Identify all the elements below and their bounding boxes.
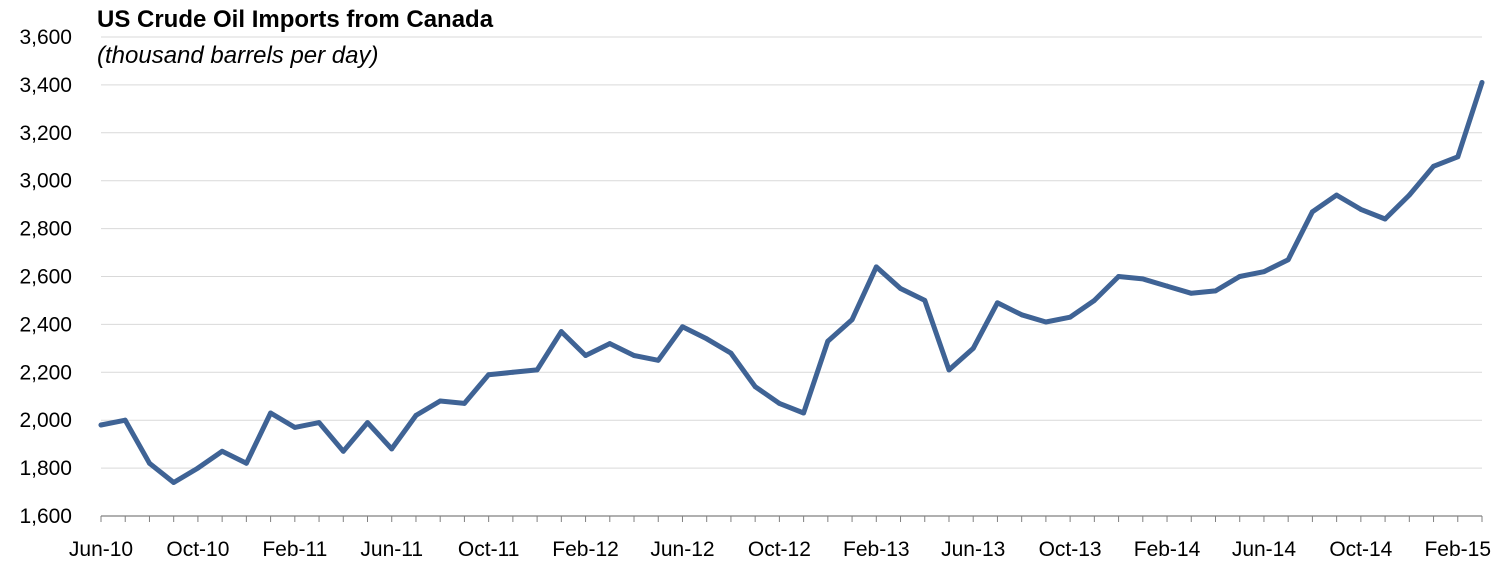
data-point <box>1116 274 1121 279</box>
data-point <box>583 353 588 358</box>
data-point <box>922 298 928 303</box>
data-point <box>728 350 734 356</box>
data-point <box>195 465 201 471</box>
x-tick-label: Feb-13 <box>843 538 910 561</box>
y-tick-label: 2,000 <box>19 409 72 432</box>
data-point <box>1188 290 1194 296</box>
data-point <box>243 460 249 466</box>
x-tick-label: Feb-12 <box>552 538 619 561</box>
data-point <box>655 357 661 363</box>
y-tick-label: 1,600 <box>19 505 72 528</box>
data-point <box>1067 314 1073 320</box>
y-axis-ticks: 1,600 1,800 2,000 2,200 2,400 2,600 2,800 3,000… <box>19 26 72 528</box>
data-point <box>98 422 104 428</box>
data-point <box>1455 154 1461 160</box>
data-point <box>462 401 467 406</box>
data-point <box>486 372 492 378</box>
x-tick-label: Oct-14 <box>1329 538 1392 561</box>
data-point <box>510 369 516 375</box>
y-tick-label: 2,800 <box>19 218 72 241</box>
data-point <box>534 367 540 373</box>
data-point <box>340 448 346 454</box>
data-point <box>680 324 685 330</box>
y-tick-label: 2,400 <box>19 313 72 336</box>
data-point <box>752 384 758 390</box>
data-point <box>1213 288 1218 294</box>
data-point <box>946 367 952 373</box>
chart-title: US Crude Oil Imports from Canada <box>97 6 494 33</box>
data-point <box>1334 192 1340 198</box>
data-point <box>1164 283 1170 289</box>
data-point <box>1358 207 1364 212</box>
data-point <box>801 410 807 416</box>
data-point <box>970 345 976 351</box>
data-point <box>1310 209 1315 215</box>
data-point <box>1091 298 1097 303</box>
series-group <box>98 80 1485 485</box>
y-tick-label: 3,000 <box>19 170 72 193</box>
data-point <box>1382 216 1388 222</box>
data-point <box>316 420 322 425</box>
data-point <box>1237 274 1243 279</box>
x-tick-label: Oct-12 <box>748 538 811 561</box>
x-tick-label: Oct-11 <box>458 538 519 561</box>
series-line <box>98 80 1485 485</box>
data-point <box>1285 257 1291 263</box>
data-point <box>292 424 298 430</box>
y-tick-label: 2,200 <box>19 361 72 384</box>
x-tick-label: Oct-13 <box>1039 538 1102 561</box>
x-tick-label: Jun-13 <box>941 538 1005 561</box>
x-tick-label: Jun-14 <box>1232 538 1297 561</box>
data-point <box>873 264 879 270</box>
y-tick-label: 1,800 <box>19 457 72 480</box>
data-point <box>898 286 903 291</box>
gridlines <box>101 36 1482 469</box>
y-tick-label: 3,200 <box>19 122 72 145</box>
data-point <box>558 329 564 334</box>
data-point <box>122 417 128 423</box>
data-point <box>776 401 782 406</box>
chart-subtitle: (thousand barrels per day) <box>97 42 379 69</box>
data-point <box>1043 319 1049 325</box>
x-tick-label: Jun-12 <box>650 538 714 561</box>
data-point <box>1406 192 1412 198</box>
data-point <box>1479 80 1485 85</box>
data-point <box>1261 269 1267 275</box>
data-point <box>704 336 710 342</box>
data-point <box>1019 312 1025 318</box>
x-tick-label: Jun-11 <box>360 538 423 561</box>
data-point <box>1140 276 1146 282</box>
x-tick-label: Oct-10 <box>166 538 229 561</box>
data-point <box>171 480 177 485</box>
x-tick-label: Feb-15 <box>1424 538 1491 561</box>
data-point <box>631 353 637 358</box>
data-point <box>995 300 1000 306</box>
data-point <box>825 338 831 344</box>
data-point <box>147 460 152 466</box>
data-point <box>437 398 443 404</box>
x-axis-ticks: Jun-10 Oct-10 Feb-11 Jun-11 Oct-11 Feb-12 Jun-… <box>69 516 1491 561</box>
data-point <box>607 341 613 346</box>
data-point <box>1431 163 1436 169</box>
y-tick-label: 3,600 <box>19 26 72 49</box>
y-tick-label: 3,400 <box>19 74 72 97</box>
data-point <box>389 446 395 452</box>
x-tick-label: Feb-11 <box>262 538 327 561</box>
data-point <box>268 410 273 416</box>
data-point <box>413 413 419 418</box>
data-point <box>365 420 370 425</box>
data-point <box>849 317 855 323</box>
data-point <box>219 448 225 454</box>
y-tick-label: 2,600 <box>19 266 72 289</box>
x-tick-label: Jun-10 <box>69 538 133 561</box>
x-tick-label: Feb-14 <box>1134 538 1201 561</box>
